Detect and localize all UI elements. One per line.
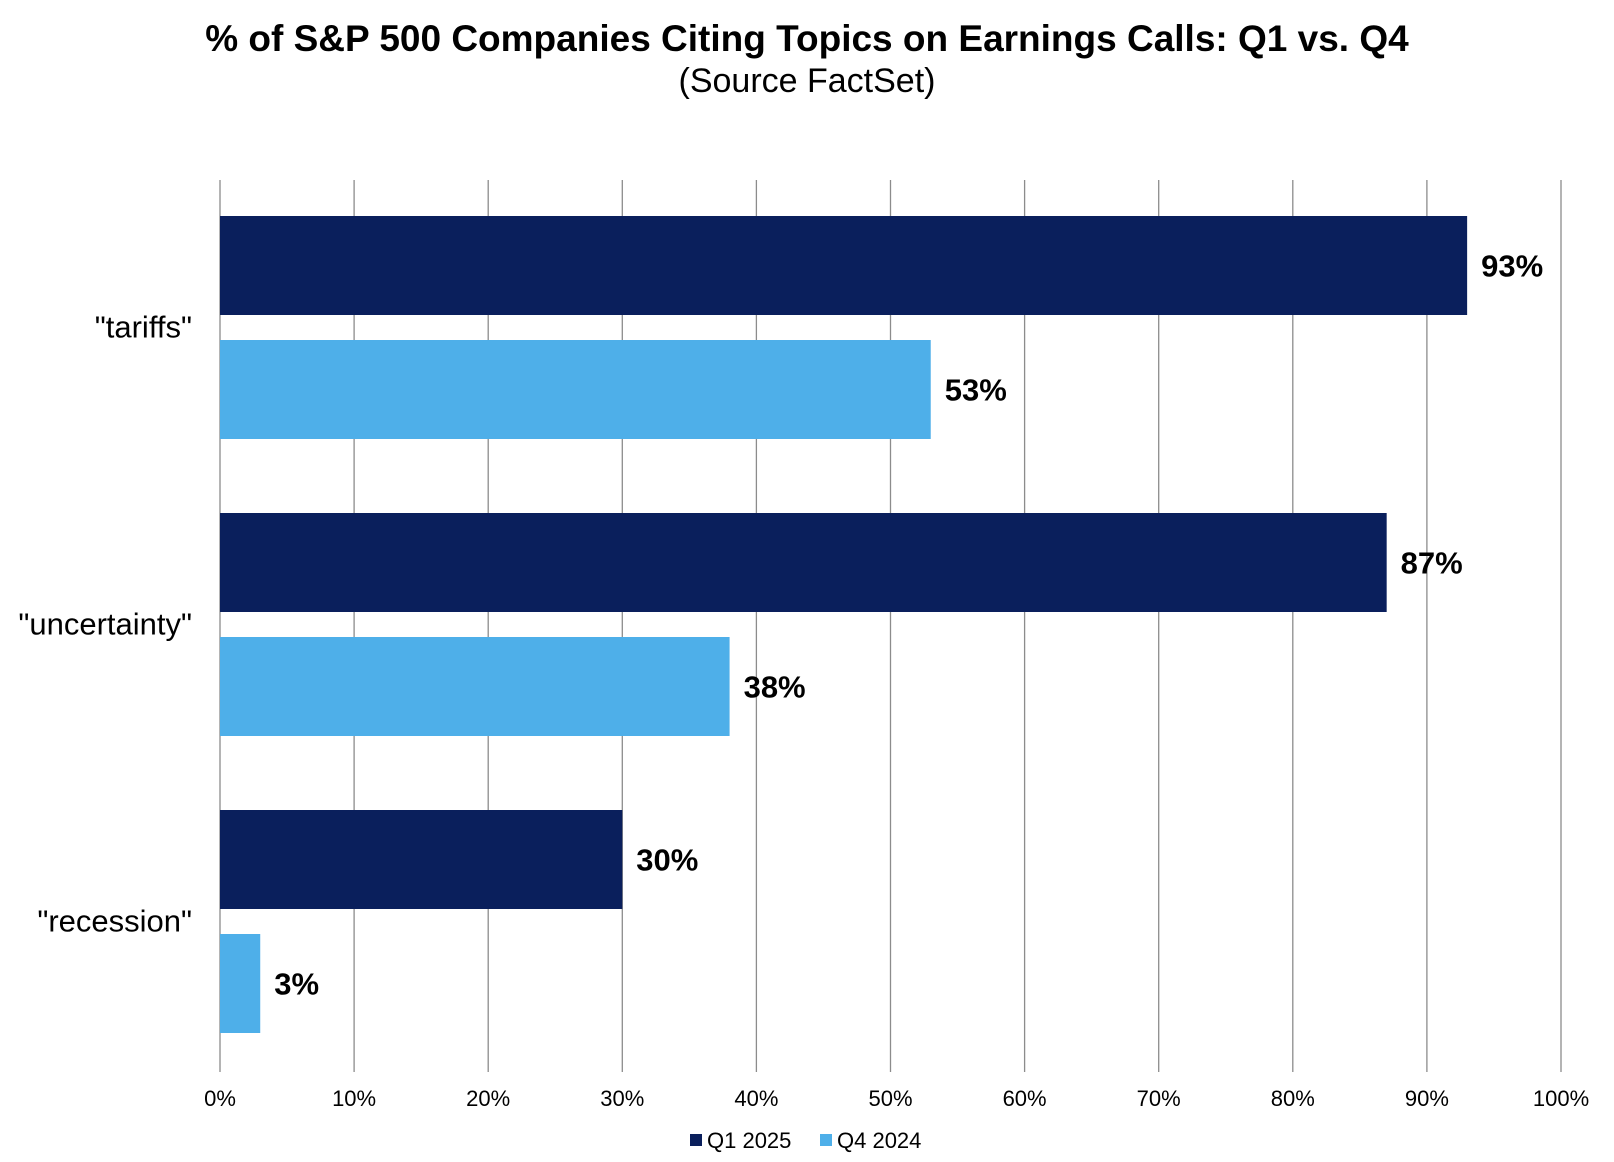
chart-title: % of S&P 500 Companies Citing Topics on … bbox=[205, 18, 1409, 59]
x-tick-label: 30% bbox=[600, 1086, 644, 1111]
legend-label: Q1 2025 bbox=[707, 1128, 791, 1153]
x-tick-label: 50% bbox=[868, 1086, 912, 1111]
x-tick-label: 60% bbox=[1003, 1086, 1047, 1111]
data-label: 30% bbox=[636, 843, 698, 878]
bar bbox=[220, 513, 1387, 612]
legend-label: Q4 2024 bbox=[837, 1128, 921, 1153]
legend-swatch bbox=[820, 1134, 832, 1146]
data-label: 38% bbox=[744, 670, 806, 705]
bar bbox=[220, 216, 1468, 315]
x-tick-label: 70% bbox=[1137, 1086, 1181, 1111]
bar bbox=[220, 810, 623, 909]
x-tick-label: 10% bbox=[332, 1086, 376, 1111]
bar bbox=[220, 637, 730, 736]
x-tick-label: 80% bbox=[1271, 1086, 1315, 1111]
category-label: "uncertainty" bbox=[18, 607, 192, 642]
data-label: 87% bbox=[1401, 546, 1463, 581]
legend-swatch bbox=[690, 1134, 702, 1146]
bar bbox=[220, 934, 261, 1033]
data-label: 3% bbox=[274, 967, 319, 1002]
x-tick-label: 20% bbox=[466, 1086, 510, 1111]
x-tick-label: 0% bbox=[204, 1086, 236, 1111]
x-tick-label: 90% bbox=[1405, 1086, 1449, 1111]
bar bbox=[220, 340, 931, 439]
x-tick-label: 100% bbox=[1533, 1086, 1589, 1111]
data-label: 53% bbox=[945, 373, 1007, 408]
category-label: "tariffs" bbox=[95, 310, 192, 345]
chart-subtitle: (Source FactSet) bbox=[678, 62, 936, 100]
category-label: "recession" bbox=[37, 904, 192, 939]
x-tick-label: 40% bbox=[734, 1086, 778, 1111]
data-label: 93% bbox=[1481, 249, 1543, 284]
